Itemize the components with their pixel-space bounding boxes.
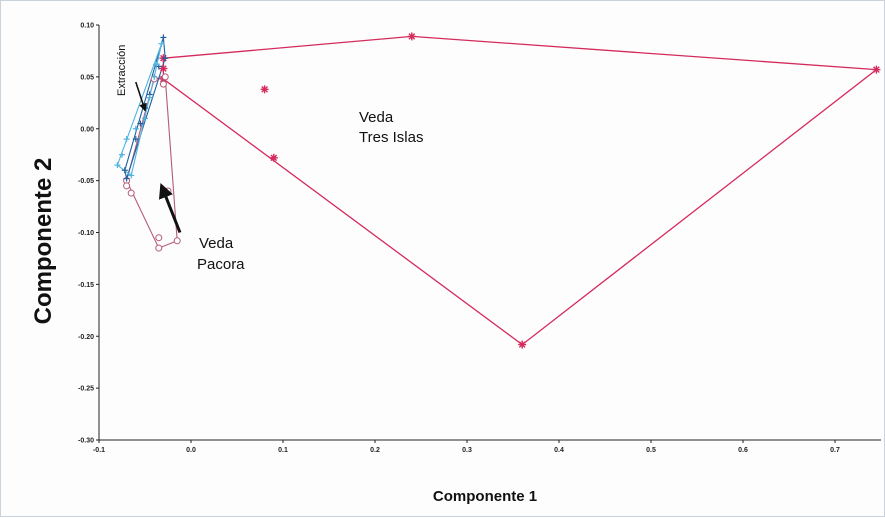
data-points (114, 32, 881, 349)
point-extraccion_light (158, 40, 165, 47)
point-extraccion_light (114, 162, 121, 169)
point-extraccion_light (153, 61, 160, 68)
point-tres_islas (269, 153, 278, 162)
point-extraccion_light (128, 172, 135, 179)
arrow-2 (158, 183, 182, 234)
point-stroke (160, 65, 167, 72)
hull-tres_islas (162, 35, 879, 346)
point-stroke (270, 154, 278, 162)
group-hulls (116, 35, 879, 346)
x-tick-label: 0.7 (830, 447, 840, 454)
annotation-extraccion: Extracción (116, 45, 128, 96)
x-tick-label: 0.0 (186, 447, 196, 454)
annotation-pacora-line2: Pacora (197, 256, 245, 273)
annotation-tres-islas-line1: Veda (359, 109, 394, 126)
point-tres_islas (518, 340, 527, 349)
point-stroke (408, 33, 416, 40)
point-tres_islas (260, 85, 269, 94)
point-pacora (159, 80, 167, 88)
point-pacora (155, 244, 163, 252)
y-tick-label: -0.30 (78, 438, 94, 445)
point-extraccion_dark (160, 34, 167, 41)
point-stroke (873, 66, 880, 73)
point-extraccion_light (123, 136, 130, 143)
annotation-arrows (135, 81, 182, 234)
point-tres_islas (159, 64, 168, 73)
x-tick-label: 0.3 (462, 447, 472, 454)
point-stroke (518, 341, 526, 348)
point-pacora (173, 237, 181, 245)
axes (98, 25, 881, 441)
y-tick-label: 0.05 (80, 74, 94, 81)
point-tres_islas (407, 32, 416, 41)
y-tick-label: -0.20 (78, 334, 94, 341)
arrow-1 (135, 81, 147, 112)
point-stroke (261, 86, 268, 93)
x-tick-label: 0.2 (370, 447, 380, 454)
x-tick-label: 0.5 (646, 447, 656, 454)
point-extraccion_dark (132, 136, 139, 143)
y-axis-title: Componente 2 (30, 158, 57, 325)
y-tick-label: -0.05 (78, 178, 94, 185)
point-extraccion_light (119, 151, 125, 158)
point-pacora (123, 182, 131, 190)
point-pacora (161, 73, 169, 81)
y-tick-label: 0.00 (80, 126, 94, 133)
point-extraccion_dark (123, 175, 130, 182)
x-tick-label: -0.1 (93, 447, 105, 454)
point-extraccion_light (146, 94, 153, 101)
y-tick-label: -0.15 (78, 282, 94, 289)
point-extraccion_dark (121, 167, 128, 174)
y-tick-label: 0.10 (80, 23, 94, 30)
annotation-pacora-line1: Veda (199, 235, 234, 252)
annotation-tres-islas-line2: Tres Islas (359, 129, 423, 146)
x-tick-label: 0.1 (278, 447, 288, 454)
point-extraccion_light (132, 125, 139, 132)
point-extraccion_dark (137, 120, 144, 127)
y-tick-label: -0.10 (78, 230, 94, 237)
point-extraccion_light (142, 115, 148, 122)
point-extraccion_dark (162, 55, 169, 62)
x-axis-title: Componente 1 (433, 488, 537, 505)
tick-labels: -0.1 0.0 0.1 0.2 0.3 0.4 0.5 0.6 0.7 0.10 0.05 0.00… (78, 23, 840, 455)
point-tres_islas (872, 65, 881, 74)
point-pacora (155, 234, 163, 242)
point-extraccion_light (151, 73, 158, 80)
x-tick-label: 0.4 (554, 447, 564, 454)
x-tick-label: 0.6 (738, 447, 748, 454)
y-tick-label: -0.25 (78, 386, 94, 393)
point-pacora (127, 189, 135, 197)
